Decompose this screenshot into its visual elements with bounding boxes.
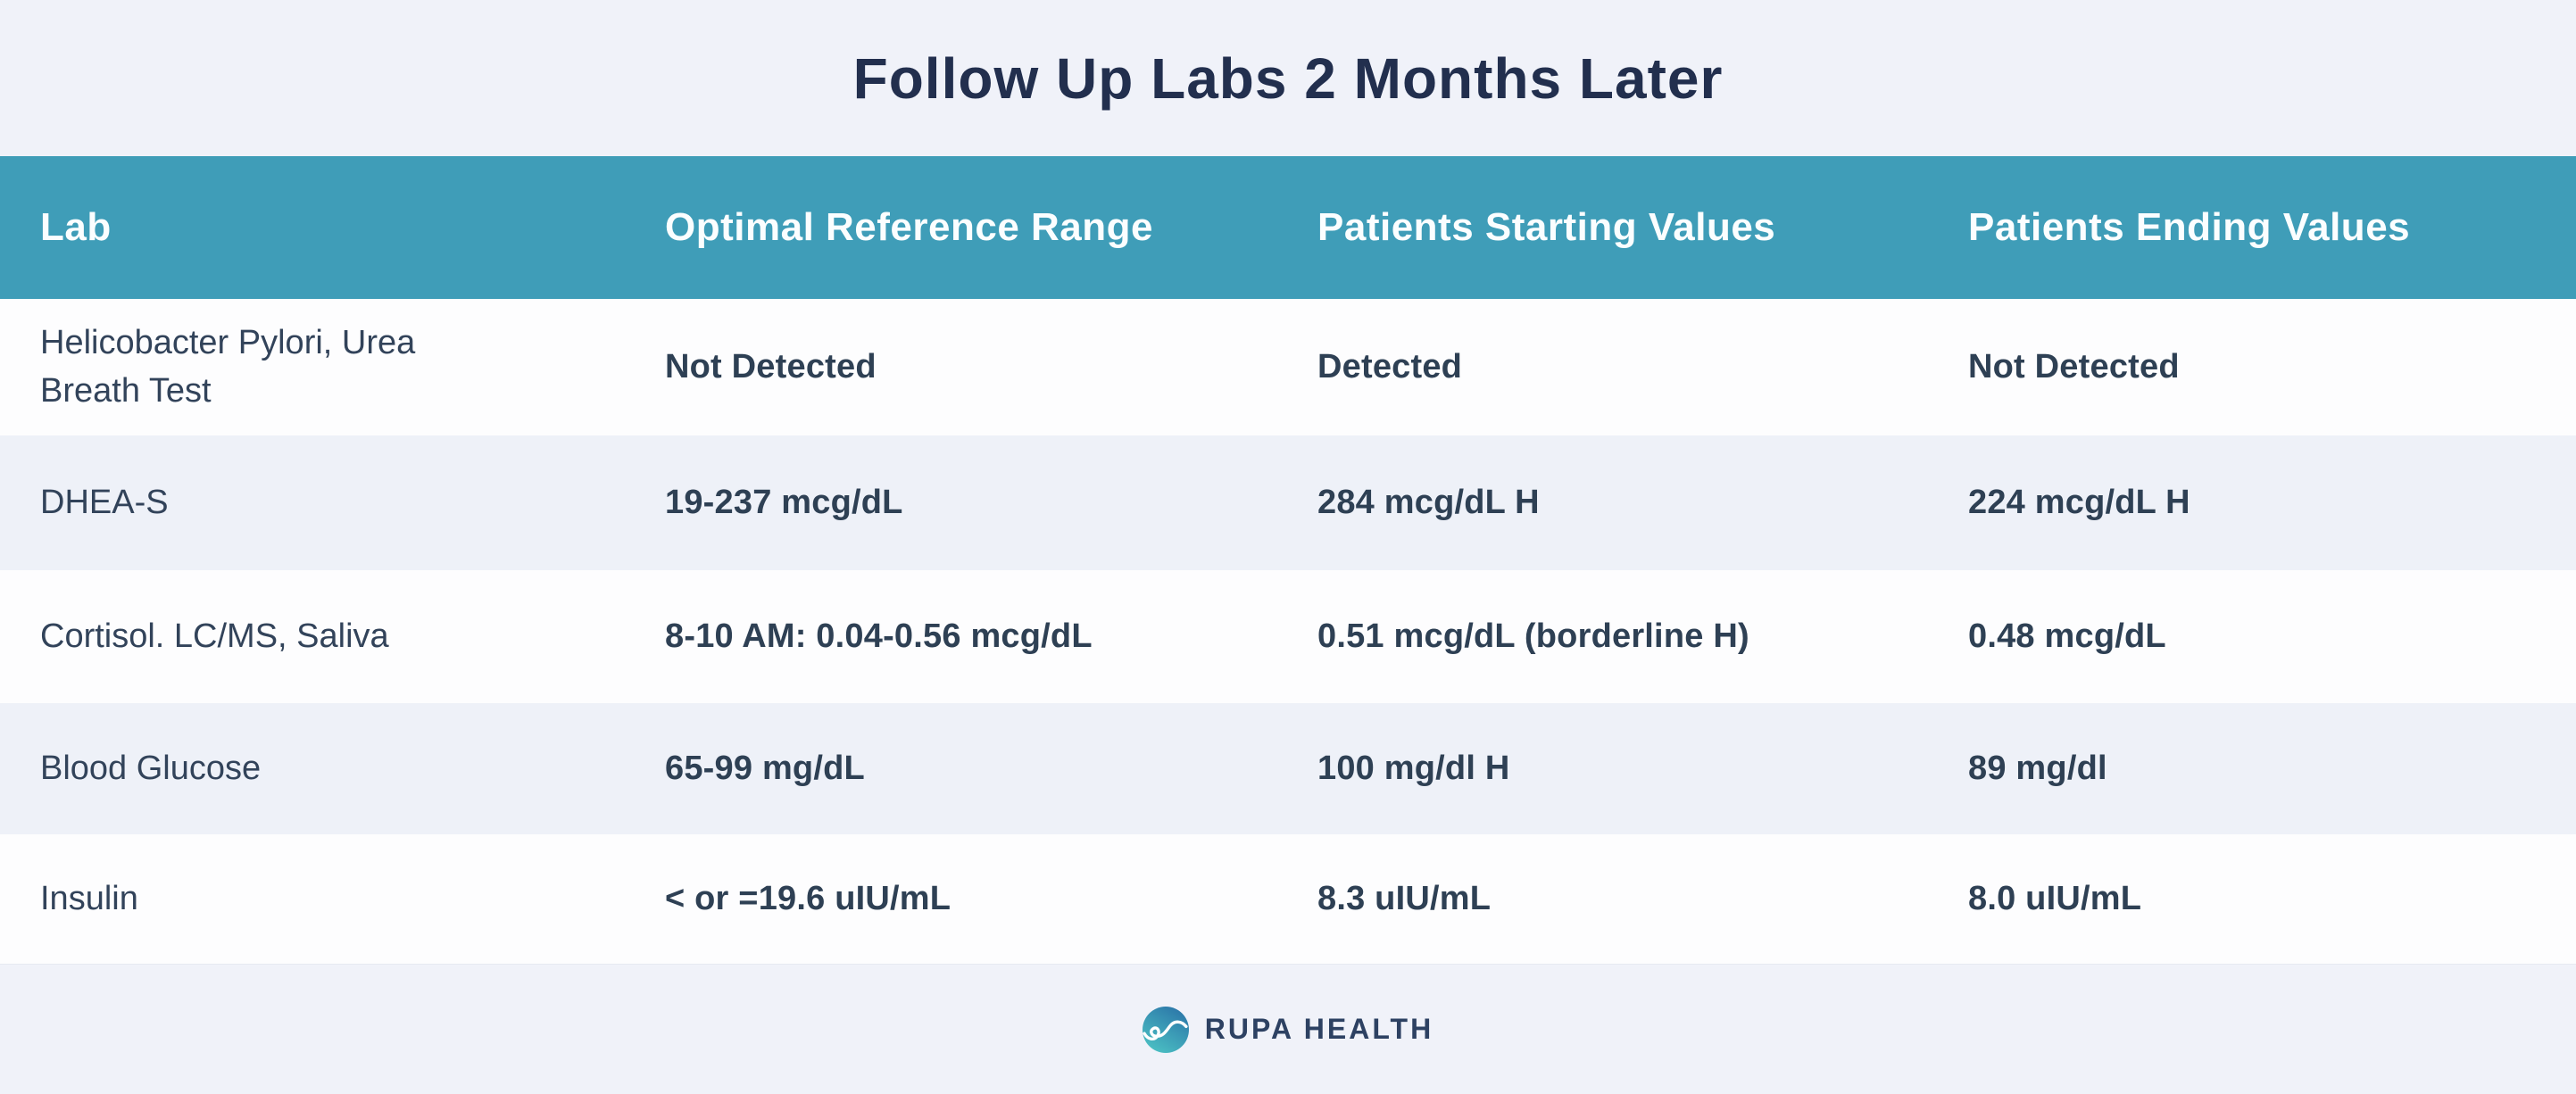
column-header-starting-values: Patients Starting Values — [1317, 205, 1776, 249]
starting-value-cell: 284 mcg/dL H — [1317, 483, 1540, 521]
lab-name-cell: DHEA-S — [40, 483, 169, 521]
brand-name: RUPA HEALTH — [1204, 1013, 1434, 1045]
ending-value-cell: 224 mcg/dL H — [1968, 483, 2190, 521]
ending-value-cell: 0.48 mcg/dL — [1968, 617, 2166, 655]
optimal-range-cell: < or =19.6 uIU/mL — [665, 879, 951, 917]
table-row: Insulin < or =19.6 uIU/mL 8.3 uIU/mL 8.0… — [0, 834, 2576, 964]
table-body: Helicobacter Pylori, Urea Breath Test No… — [0, 299, 2576, 964]
optimal-range-cell: 65-99 mg/dL — [665, 749, 865, 787]
column-header-optimal-range: Optimal Reference Range — [665, 205, 1153, 249]
lab-name-cell: Helicobacter Pylori, Urea Breath Test — [40, 323, 416, 410]
starting-value-cell: Detected — [1317, 347, 1463, 385]
title-band: Follow Up Labs 2 Months Later — [0, 0, 2576, 156]
column-header-ending-values: Patients Ending Values — [1968, 205, 2411, 249]
ending-value-cell: 89 mg/dl — [1968, 749, 2107, 787]
table-header-row: Lab Optimal Reference Range Patients Sta… — [0, 156, 2576, 299]
rupa-health-logo-icon — [1142, 1006, 1189, 1053]
table-row: Cortisol. LC/MS, Saliva 8-10 AM: 0.04-0.… — [0, 570, 2576, 703]
ending-value-cell: Not Detected — [1968, 347, 2180, 385]
starting-value-cell: 0.51 mcg/dL (borderline H) — [1317, 617, 1749, 655]
optimal-range-cell: 19-237 mcg/dL — [665, 483, 903, 521]
lab-name-cell: Blood Glucose — [40, 749, 262, 787]
table-row: DHEA-S 19-237 mcg/dL 284 mcg/dL H 224 mc… — [0, 435, 2576, 570]
starting-value-cell: 100 mg/dl H — [1317, 749, 1510, 787]
column-header-lab: Lab — [40, 205, 112, 249]
optimal-range-cell: Not Detected — [665, 347, 877, 385]
ending-value-cell: 8.0 uIU/mL — [1968, 879, 2142, 917]
lab-name-cell: Insulin — [40, 879, 138, 917]
footer: RUPA HEALTH — [0, 964, 2576, 1094]
lab-name-cell: Cortisol. LC/MS, Saliva — [40, 617, 389, 655]
table-row: Blood Glucose 65-99 mg/dL 100 mg/dl H 89… — [0, 703, 2576, 834]
optimal-range-cell: 8-10 AM: 0.04-0.56 mcg/dL — [665, 617, 1093, 655]
table-row: Helicobacter Pylori, Urea Breath Test No… — [0, 299, 2576, 435]
page-title: Follow Up Labs 2 Months Later — [852, 46, 1724, 111]
starting-value-cell: 8.3 uIU/mL — [1317, 879, 1492, 917]
